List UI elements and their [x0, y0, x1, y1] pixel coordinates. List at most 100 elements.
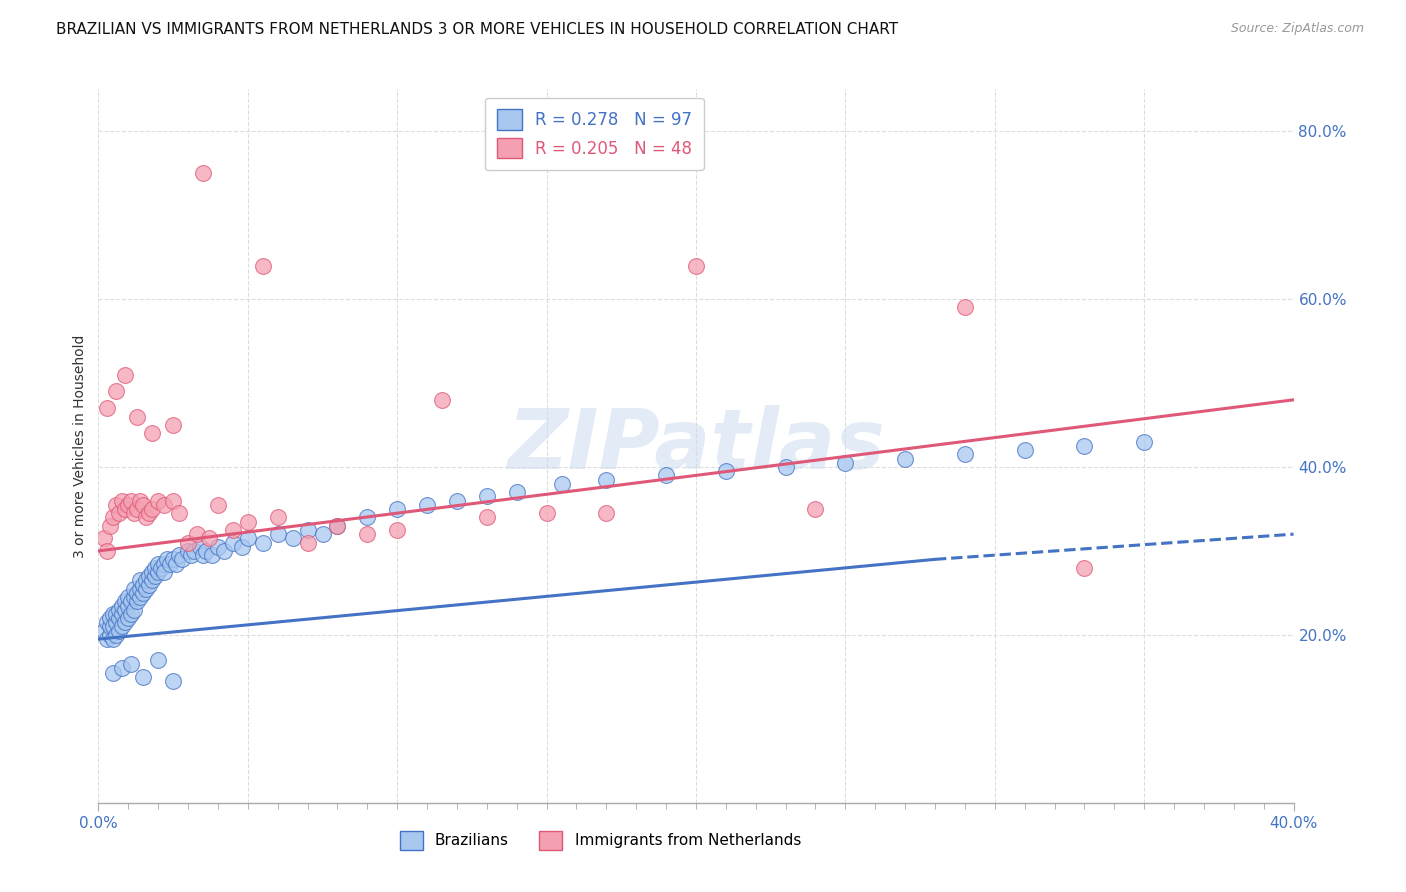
Point [311, 527, 333, 541]
Point [129, 493, 152, 508]
Point [1073, 439, 1095, 453]
Point [595, 506, 617, 520]
Point [103, 665, 125, 680]
Point [129, 574, 152, 588]
Point [105, 615, 128, 630]
Point [120, 594, 142, 608]
Point [153, 557, 176, 571]
Point [430, 392, 453, 407]
Point [385, 523, 409, 537]
Point [252, 535, 274, 549]
Point [96, 632, 118, 646]
Point [138, 577, 160, 591]
Point [138, 506, 160, 520]
Point [114, 603, 136, 617]
Point [804, 502, 827, 516]
Point [775, 460, 797, 475]
Point [148, 557, 170, 571]
Point [385, 502, 409, 516]
Point [124, 506, 146, 520]
Point [1133, 434, 1156, 449]
Point [105, 498, 128, 512]
Point [162, 674, 184, 689]
Point [96, 401, 118, 416]
Point [114, 502, 136, 516]
Legend: Brazilians, Immigrants from Netherlands: Brazilians, Immigrants from Netherlands [394, 825, 807, 855]
Point [714, 464, 737, 478]
Point [93, 532, 115, 546]
Point [446, 493, 468, 508]
Point [201, 548, 224, 562]
Point [103, 619, 125, 633]
Point [212, 544, 235, 558]
Point [135, 582, 157, 596]
Point [98, 628, 122, 642]
Point [1073, 560, 1095, 574]
Point [114, 594, 136, 608]
Point [159, 557, 181, 571]
Text: ZIPatlas: ZIPatlas [508, 406, 884, 486]
Point [135, 510, 157, 524]
Point [105, 607, 128, 621]
Point [117, 498, 139, 512]
Point [326, 518, 349, 533]
Point [108, 603, 131, 617]
Point [111, 599, 134, 613]
Point [550, 476, 572, 491]
Point [356, 527, 378, 541]
Point [167, 548, 190, 562]
Point [148, 493, 170, 508]
Point [953, 301, 976, 315]
Point [98, 611, 122, 625]
Point [98, 518, 122, 533]
Point [141, 574, 163, 588]
Point [416, 498, 439, 512]
Point [132, 577, 155, 591]
Text: Source: ZipAtlas.com: Source: ZipAtlas.com [1230, 22, 1364, 36]
Point [506, 485, 529, 500]
Point [117, 590, 139, 604]
Point [103, 632, 125, 646]
Point [135, 574, 157, 588]
Y-axis label: 3 or more Vehicles in Household: 3 or more Vehicles in Household [73, 334, 87, 558]
Point [124, 582, 146, 596]
Text: BRAZILIAN VS IMMIGRANTS FROM NETHERLANDS 3 OR MORE VEHICLES IN HOUSEHOLD CORRELA: BRAZILIAN VS IMMIGRANTS FROM NETHERLANDS… [56, 22, 898, 37]
Point [117, 611, 139, 625]
Point [186, 527, 208, 541]
Point [326, 518, 349, 533]
Point [953, 447, 976, 461]
Point [191, 548, 214, 562]
Point [129, 590, 152, 604]
Point [162, 417, 184, 432]
Point [162, 493, 184, 508]
Point [141, 426, 163, 441]
Point [267, 527, 290, 541]
Point [356, 510, 378, 524]
Point [111, 661, 134, 675]
Point [120, 607, 142, 621]
Point [127, 586, 149, 600]
Point [141, 502, 163, 516]
Point [111, 493, 134, 508]
Point [207, 498, 229, 512]
Point [177, 544, 200, 558]
Point [127, 502, 149, 516]
Point [236, 515, 259, 529]
Point [111, 619, 134, 633]
Point [108, 611, 131, 625]
Point [127, 594, 149, 608]
Point [93, 624, 115, 638]
Point [96, 544, 118, 558]
Point [132, 498, 155, 512]
Point [207, 540, 229, 554]
Point [127, 409, 149, 424]
Point [132, 670, 155, 684]
Point [150, 560, 173, 574]
Point [252, 259, 274, 273]
Point [108, 624, 131, 638]
Point [177, 535, 200, 549]
Point [138, 569, 160, 583]
Point [231, 540, 253, 554]
Point [297, 523, 319, 537]
Point [475, 489, 498, 503]
